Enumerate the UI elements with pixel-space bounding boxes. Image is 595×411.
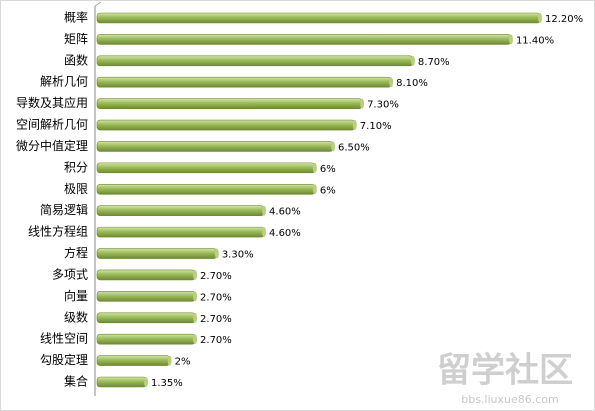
category-label: 方程 — [64, 245, 88, 260]
bar — [96, 291, 196, 302]
bar-cap — [360, 98, 365, 109]
value-label: 11.40% — [516, 35, 554, 46]
value-label: 2.70% — [200, 292, 232, 303]
category-label: 集合 — [64, 374, 88, 389]
bar-cap — [193, 312, 198, 323]
bar-cap — [538, 13, 542, 23]
bar — [96, 226, 265, 238]
value-label: 12.20% — [545, 14, 583, 25]
category-label: 导数及其应用 — [16, 95, 88, 110]
bar — [96, 162, 316, 174]
value-label: 6.50% — [338, 142, 370, 153]
bar — [96, 205, 265, 217]
bar-cap — [331, 141, 336, 152]
value-label: 8.70% — [418, 57, 450, 68]
value-label: 2.70% — [200, 314, 232, 325]
category-label: 解析几何 — [40, 75, 88, 89]
watermark-title: 留学社区 — [437, 351, 573, 391]
value-label: 1.35% — [151, 378, 183, 389]
value-label: 7.10% — [360, 121, 392, 132]
bar-cap — [193, 334, 198, 345]
category-label: 积分 — [64, 160, 88, 174]
bar — [96, 119, 356, 131]
value-label: 6% — [320, 164, 336, 175]
category-label: 多项式 — [52, 267, 88, 281]
bar — [96, 141, 334, 152]
bar — [96, 183, 316, 195]
category-label: 微分中值定理 — [16, 138, 88, 153]
bar-cap — [410, 55, 415, 66]
bar — [96, 12, 541, 24]
bar — [96, 355, 170, 366]
bar-cap — [262, 227, 267, 238]
bar-cap — [193, 269, 198, 280]
bar — [96, 34, 512, 45]
bar — [96, 55, 414, 67]
bar-cap — [167, 355, 172, 366]
bar — [96, 98, 363, 109]
value-label: 3.30% — [222, 250, 254, 261]
bar-cap — [144, 377, 149, 387]
category-label: 线性方程组 — [28, 224, 88, 239]
value-label: 4.60% — [269, 207, 301, 218]
value-label: 2.70% — [200, 271, 232, 282]
category-label: 极限 — [64, 182, 88, 196]
bar-cap — [262, 205, 267, 216]
value-label: 2.70% — [200, 335, 232, 346]
category-label: 空间解析几何 — [16, 118, 88, 132]
bar — [96, 269, 196, 281]
category-label: 线性空间 — [40, 332, 88, 346]
bar-cap — [214, 248, 219, 259]
value-label: 4.60% — [269, 228, 301, 239]
bar — [96, 248, 218, 259]
bar-cap — [193, 291, 198, 302]
category-label: 概率 — [64, 10, 88, 25]
bar-cap — [508, 34, 513, 45]
category-label: 简易逻辑 — [40, 203, 88, 217]
category-label: 函数 — [64, 52, 88, 67]
watermark-url: bbs.liuxue86.com — [461, 393, 559, 406]
axis-depth — [94, 1, 102, 7]
category-label: 勾股定理 — [40, 352, 88, 367]
value-label: 2% — [175, 357, 191, 368]
value-label: 8.10% — [396, 78, 428, 89]
value-label: 7.30% — [367, 100, 399, 111]
category-label: 向量 — [64, 288, 88, 303]
bar — [96, 376, 147, 388]
category-label: 矩阵 — [64, 32, 88, 46]
bar-cap — [352, 120, 357, 131]
category-label: 级数 — [64, 309, 88, 324]
bar-cap — [312, 162, 317, 173]
bar — [96, 76, 392, 88]
value-label: 6% — [320, 185, 336, 196]
bar — [96, 312, 196, 324]
bar — [96, 333, 196, 345]
bar-cap — [312, 184, 317, 195]
bar-cap — [389, 77, 394, 88]
